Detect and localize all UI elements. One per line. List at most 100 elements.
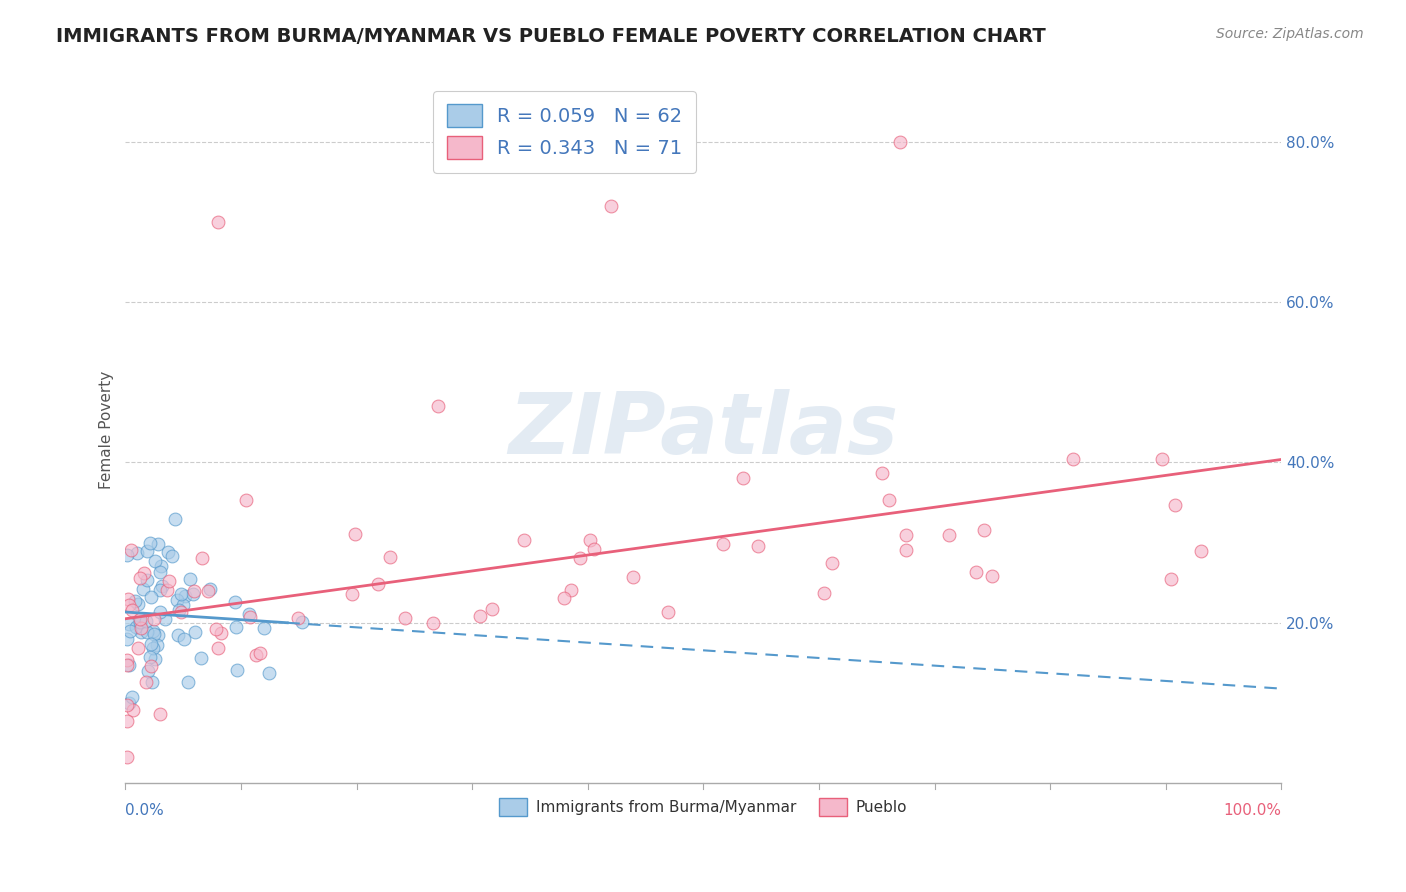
- Point: [129, 621, 152, 635]
- Point: [141, 659, 163, 673]
- Point: [153, 612, 176, 626]
- Point: [135, 674, 157, 689]
- Point: [513, 533, 536, 548]
- Point: [340, 587, 363, 601]
- Point: [1189, 544, 1212, 558]
- Point: [621, 569, 644, 583]
- Point: [142, 641, 165, 656]
- Text: IMMIGRANTS FROM BURMA/MYANMAR VS PUEBLO FEMALE POVERTY CORRELATION CHART: IMMIGRANTS FROM BURMA/MYANMAR VS PUEBLO …: [56, 27, 1046, 45]
- Point: [141, 637, 163, 651]
- Point: [129, 612, 152, 626]
- Point: [1160, 572, 1182, 586]
- Point: [129, 615, 152, 630]
- Point: [150, 579, 173, 593]
- Point: [167, 628, 190, 642]
- Point: [287, 611, 309, 625]
- Point: [238, 610, 260, 624]
- Point: [136, 624, 159, 639]
- Point: [207, 215, 229, 229]
- Point: [197, 584, 219, 599]
- Text: 0.0%: 0.0%: [125, 803, 165, 818]
- Point: [117, 599, 139, 613]
- Point: [821, 556, 844, 570]
- Point: [142, 624, 165, 638]
- Point: [149, 706, 172, 721]
- Point: [291, 615, 314, 630]
- Point: [481, 601, 503, 615]
- Point: [121, 690, 143, 704]
- Point: [181, 587, 204, 601]
- Point: [889, 135, 911, 149]
- Point: [553, 591, 575, 606]
- Point: [426, 399, 449, 413]
- Point: [711, 537, 734, 551]
- Point: [980, 569, 1002, 583]
- Point: [600, 199, 623, 213]
- Point: [394, 611, 416, 625]
- Point: [225, 620, 247, 634]
- Point: [118, 617, 141, 632]
- Text: ZIPatlas: ZIPatlas: [509, 389, 898, 472]
- Y-axis label: Female Poverty: Female Poverty: [100, 371, 114, 490]
- Point: [344, 527, 367, 541]
- Point: [225, 664, 247, 678]
- Point: [122, 703, 145, 717]
- Point: [259, 665, 281, 680]
- Point: [209, 625, 232, 640]
- Point: [238, 607, 260, 621]
- Point: [173, 632, 195, 647]
- Point: [367, 577, 389, 591]
- Point: [132, 582, 155, 596]
- Point: [120, 543, 142, 558]
- Point: [896, 528, 918, 542]
- Point: [579, 533, 602, 547]
- Point: [142, 626, 165, 640]
- Point: [129, 571, 152, 585]
- Point: [160, 549, 183, 563]
- Point: [145, 554, 167, 568]
- Point: [135, 614, 157, 628]
- Point: [973, 523, 995, 537]
- Point: [139, 590, 162, 604]
- Point: [190, 551, 212, 566]
- Point: [150, 559, 173, 574]
- Point: [118, 696, 141, 710]
- Point: [224, 595, 246, 609]
- Point: [877, 493, 900, 508]
- Point: [470, 609, 492, 624]
- Point: [115, 653, 138, 667]
- Point: [115, 714, 138, 729]
- Point: [380, 549, 402, 564]
- Point: [149, 582, 172, 597]
- Point: [146, 536, 169, 550]
- Point: [163, 512, 186, 526]
- Point: [813, 585, 835, 599]
- Point: [157, 574, 180, 589]
- Point: [207, 640, 229, 655]
- Point: [142, 612, 165, 626]
- Point: [965, 565, 987, 579]
- Point: [1152, 452, 1174, 467]
- Point: [145, 638, 167, 652]
- Point: [1164, 499, 1187, 513]
- Point: [179, 572, 201, 586]
- Point: [125, 546, 148, 560]
- Point: [938, 528, 960, 542]
- Point: [115, 658, 138, 673]
- Point: [205, 622, 228, 636]
- Text: 100.0%: 100.0%: [1223, 803, 1281, 818]
- Point: [156, 545, 179, 559]
- Point: [1062, 452, 1084, 467]
- Point: [149, 565, 172, 579]
- Point: [127, 597, 149, 611]
- Point: [422, 616, 444, 631]
- Point: [115, 749, 138, 764]
- Point: [115, 698, 138, 713]
- Point: [129, 615, 152, 629]
- Point: [156, 583, 179, 598]
- Point: [198, 582, 221, 596]
- Point: [127, 640, 149, 655]
- Point: [136, 665, 159, 679]
- Point: [253, 621, 276, 635]
- Point: [132, 566, 155, 580]
